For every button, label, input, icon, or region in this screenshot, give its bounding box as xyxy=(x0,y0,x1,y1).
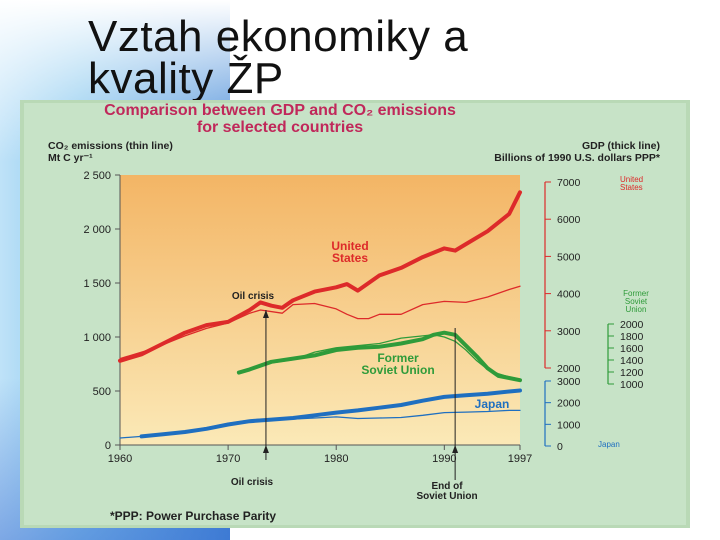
gdp-tick-label: 2000 xyxy=(557,398,581,410)
gdp-tick-label: 1200 xyxy=(620,367,644,379)
gdp-tick-label: 1000 xyxy=(620,379,644,391)
right-axis-us-label-line1: United xyxy=(620,175,643,184)
annotation-marks xyxy=(262,310,459,480)
gdp-tick-label: 3000 xyxy=(557,376,581,388)
oil-crisis-label-bottom: Oil crisis xyxy=(231,477,274,488)
gdp-tick-label: 1400 xyxy=(620,355,644,367)
left-tick-label: 1 000 xyxy=(83,332,111,344)
series-lines xyxy=(118,190,522,439)
oil-crisis-arrow-head-top xyxy=(262,310,269,318)
former-soviet-union-gdp-line xyxy=(236,330,522,383)
end-soviet-arrow-head xyxy=(452,445,459,453)
right-gdp-axes: 2000300040005000600070001000120014001600… xyxy=(544,177,644,453)
left-axis-ticks: 0 500 1 000 1 500 2 000 2 500 xyxy=(83,170,121,452)
slide-title: Vztah ekonomiky a kvality ŽP xyxy=(88,12,708,103)
us-series-label-line1: United xyxy=(331,239,368,253)
x-tick-label: 1960 xyxy=(108,453,132,465)
right-axis-label-line1: GDP (thick line) xyxy=(582,140,660,152)
right-axis-fsu-label-line1: Former xyxy=(623,289,649,298)
x-tick-label: 1970 xyxy=(216,453,240,465)
gdp-tick-label: 7000 xyxy=(557,177,581,189)
left-tick-label: 2 000 xyxy=(83,224,111,236)
chart-title-line1: Comparison between GDP and CO₂ emissions xyxy=(104,102,456,119)
oil-crisis-label-top: Oil crisis xyxy=(232,291,275,302)
gdp-tick-label: 3000 xyxy=(557,326,581,338)
footnote: *PPP: Power Purchase Parity xyxy=(110,509,276,523)
gdp-tick-label: 2000 xyxy=(557,363,581,375)
gdp-tick-label: 1800 xyxy=(620,331,644,343)
japan-gdp-line xyxy=(139,388,522,439)
gdp-tick-label: 1600 xyxy=(620,343,644,355)
former-soviet-union-co2-line xyxy=(238,334,521,380)
gdp-tick-label: 6000 xyxy=(557,214,581,226)
gdp-tick-label: 4000 xyxy=(557,289,581,301)
x-tick-label: 1980 xyxy=(324,453,348,465)
chart-svg: Comparison between GDP and CO₂ emissions… xyxy=(20,100,690,528)
left-tick-label: 2 500 xyxy=(83,170,111,182)
chart-title-line2: for selected countries xyxy=(197,119,363,136)
gdp-tick-label: 5000 xyxy=(557,251,581,263)
right-axis-fsu-label-line2: Soviet xyxy=(625,297,648,306)
left-axis-label-line1: CO₂ emissions (thin line) xyxy=(48,140,173,152)
chart-image: Comparison between GDP and CO₂ emissions… xyxy=(20,100,690,528)
plot-area xyxy=(120,175,520,445)
end-soviet-label-line1: End of xyxy=(431,481,463,492)
right-axis-label-line2: Billions of 1990 U.S. dollars PPP* xyxy=(494,152,661,164)
slide-title-line2: kvality ŽP xyxy=(88,54,284,103)
fsu-series-label-line1: Former xyxy=(377,351,419,365)
right-axis-us-label-line2: States xyxy=(620,183,643,192)
x-axis-ticks: 1960 1970 1980 1990 1997 xyxy=(108,444,532,465)
right-axis-japan-label: Japan xyxy=(598,440,620,449)
slide-title-line1: Vztah ekonomiky a xyxy=(88,12,469,61)
left-tick-label: 0 xyxy=(105,440,111,452)
gdp-tick-label: 1000 xyxy=(557,419,581,431)
end-soviet-label-line2: Soviet Union xyxy=(416,491,477,502)
left-tick-label: 1 500 xyxy=(83,278,111,290)
united-states-gdp-line xyxy=(118,190,522,363)
gdp-tick-label: 2000 xyxy=(620,319,644,331)
right-axis-fsu-label-line3: Union xyxy=(626,305,647,314)
x-tick-label: 1997 xyxy=(508,453,532,465)
japan-series-label: Japan xyxy=(475,397,510,411)
x-tick-label: 1990 xyxy=(432,453,456,465)
japan-co2-line xyxy=(119,409,521,439)
oil-crisis-arrow-head-bottom xyxy=(262,445,269,453)
gdp-tick-label: 0 xyxy=(557,441,563,453)
fsu-series-label-line2: Soviet Union xyxy=(361,363,434,377)
left-tick-label: 500 xyxy=(93,386,111,398)
left-axis-label-line2: Mt C yr⁻¹ xyxy=(48,152,93,164)
us-series-label-line2: States xyxy=(332,251,368,265)
united-states-co2-line xyxy=(119,285,521,360)
